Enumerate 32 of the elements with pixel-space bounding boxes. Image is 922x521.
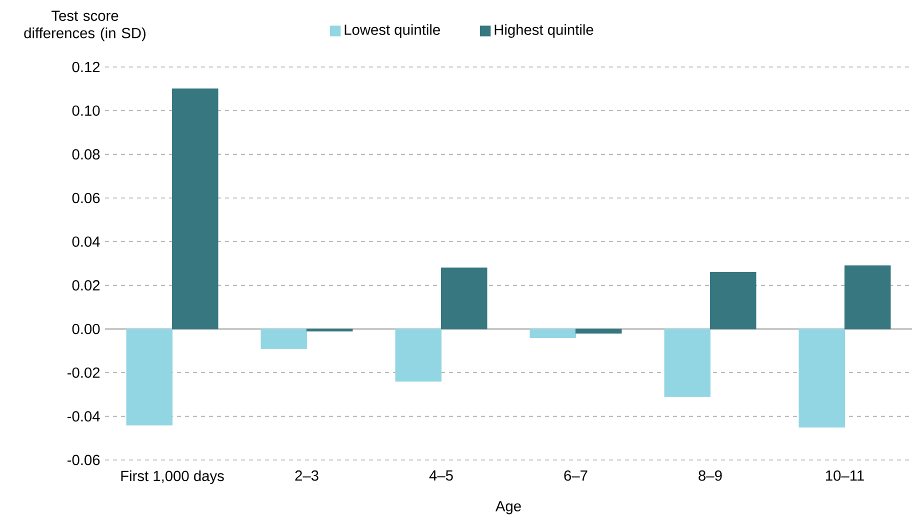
y-tick-label: -0.04: [68, 411, 100, 422]
bar: [172, 88, 218, 330]
y-axis-title: Test score differences (in SD): [24, 10, 146, 42]
y-tick-label: 0.10: [72, 105, 100, 116]
bar: [710, 272, 756, 330]
bar: [664, 328, 711, 397]
bar: [440, 268, 488, 330]
y-tick-label: -0.06: [68, 454, 100, 466]
bar: [126, 328, 173, 426]
bar: [395, 328, 442, 382]
x-tick-label: 2–3: [295, 470, 318, 481]
bar: [306, 328, 353, 332]
bar: [530, 328, 576, 338]
x-tick-label: 6–7: [564, 470, 588, 481]
y-tick-label: 0.08: [72, 149, 100, 160]
x-tick-label: First 1,000 days: [121, 470, 224, 484]
bar: [798, 328, 846, 428]
x-tick-label: 8–9: [698, 470, 722, 481]
legend-label: Lowest quintile: [344, 24, 440, 38]
y-tick-label: 0.04: [72, 236, 100, 247]
x-tick-label: 4–5: [429, 470, 453, 481]
x-axis-title: Age: [495, 501, 521, 514]
y-tick-label: 0.06: [72, 192, 100, 204]
bar: [575, 328, 622, 334]
y-tick-label: 0.02: [72, 280, 100, 291]
y-tick-label: -0.02: [68, 367, 100, 378]
x-tick-label: 10–11: [826, 470, 864, 481]
y-tick-label: 0.12: [72, 62, 100, 72]
bar: [260, 328, 308, 349]
y-tick-label: 0.00: [72, 324, 100, 334]
legend-label: Highest quintile: [494, 24, 594, 38]
bar: [844, 265, 891, 330]
